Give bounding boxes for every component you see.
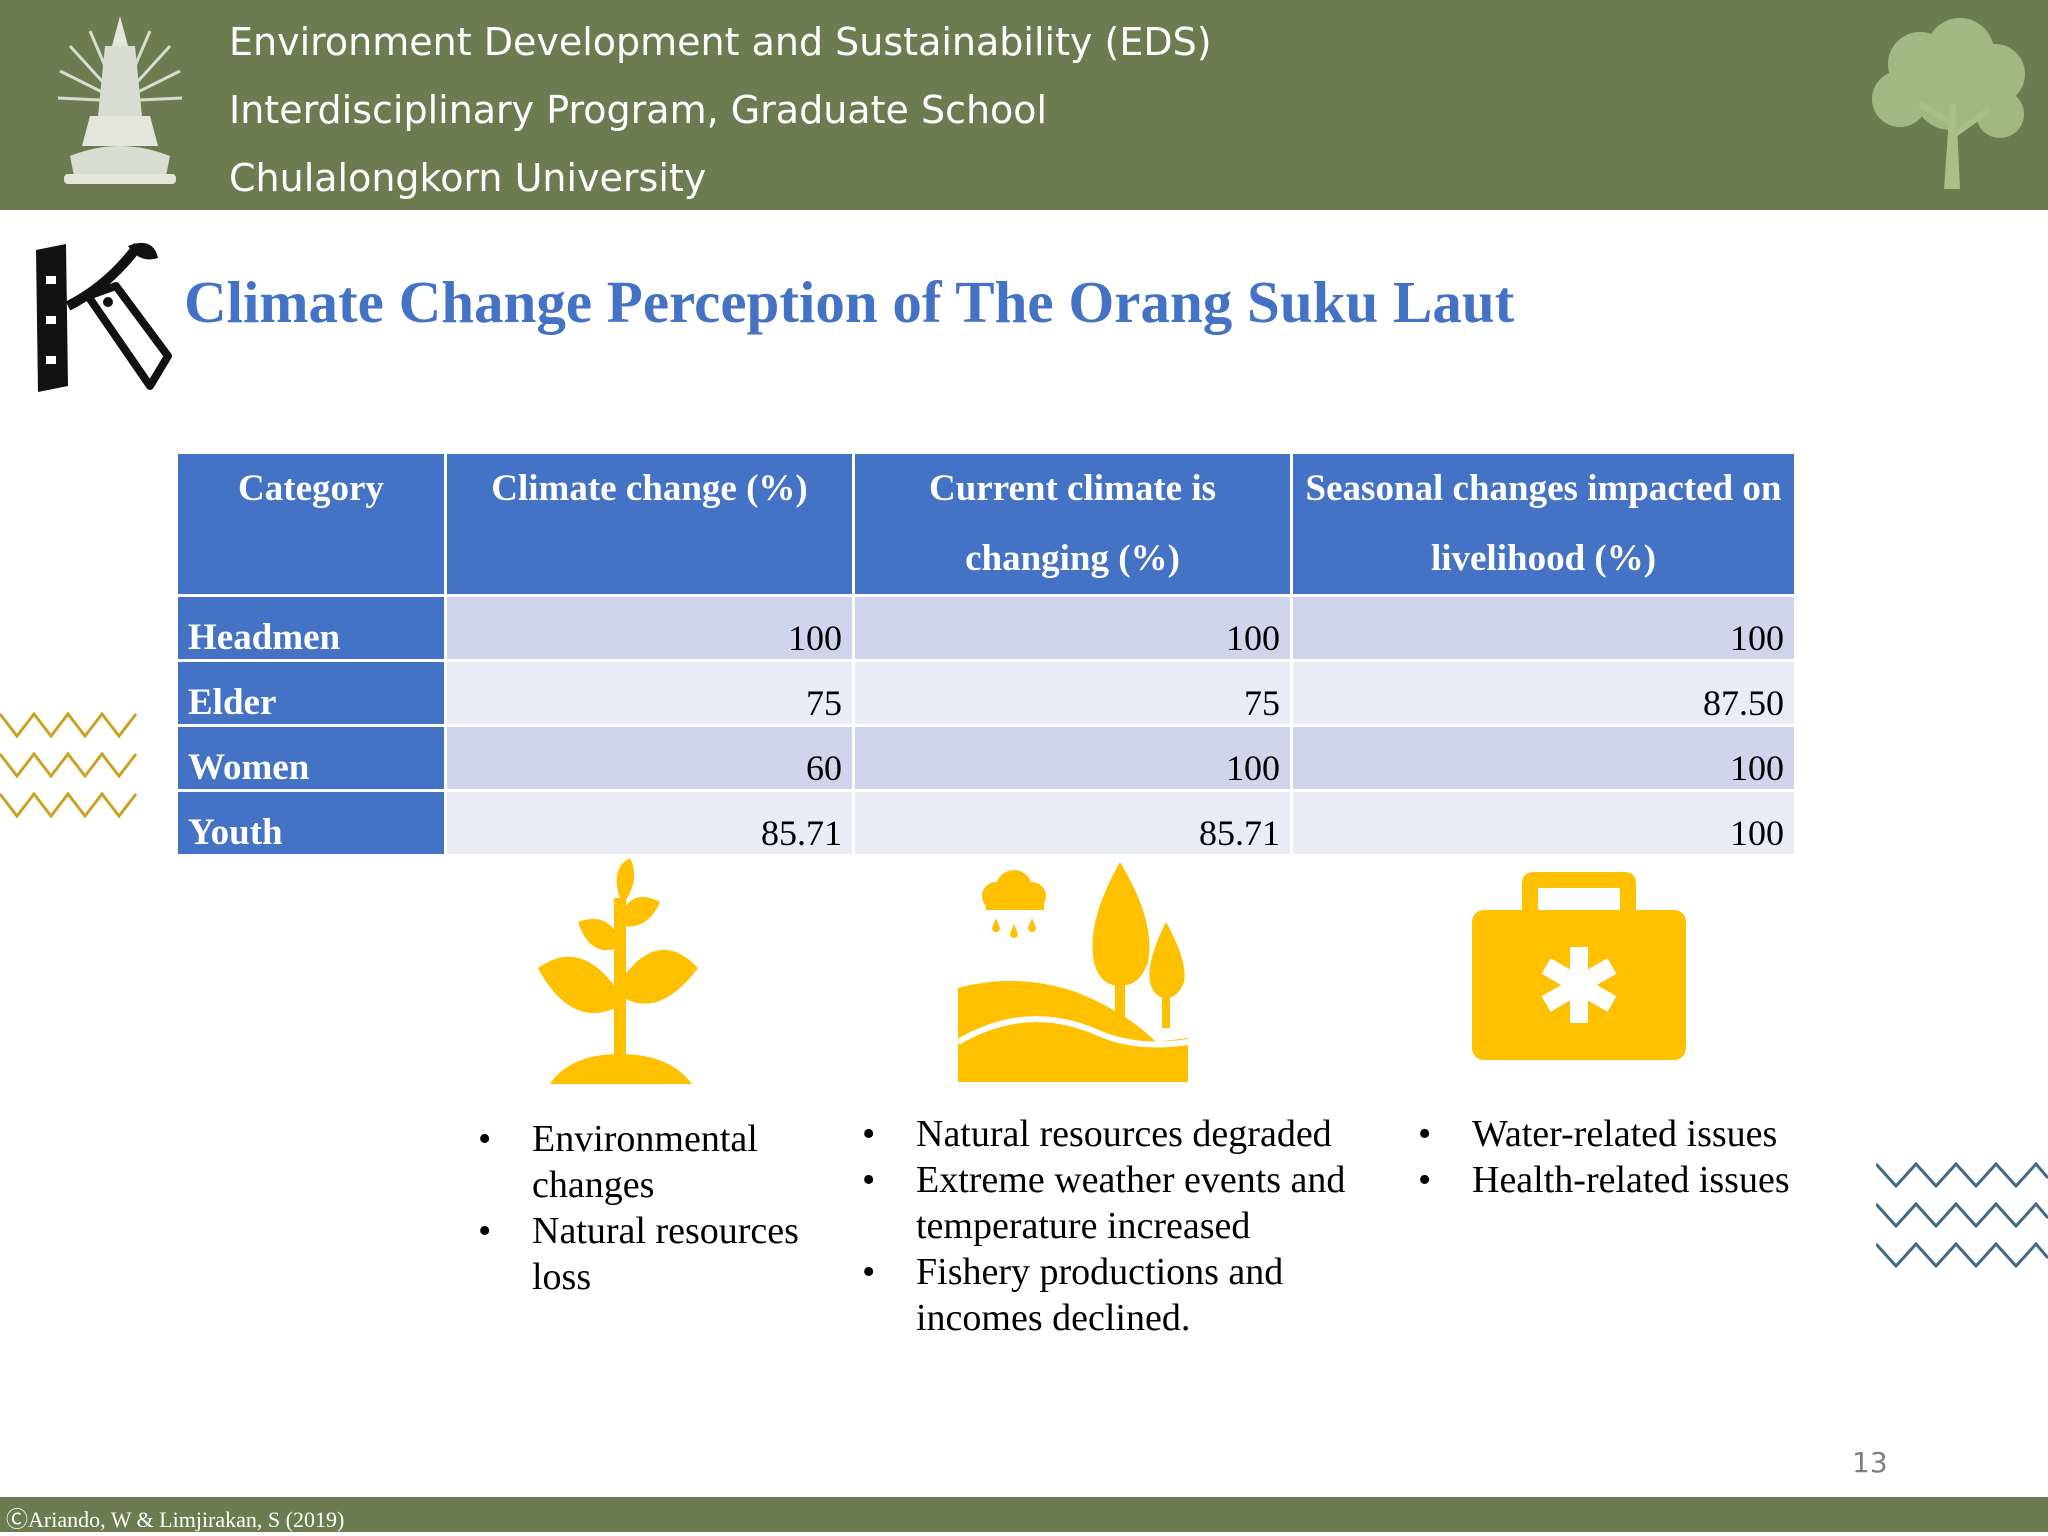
header-current-changing: Current climate is changing (%) bbox=[855, 454, 1290, 594]
list-item: Natural resources degraded bbox=[862, 1111, 1362, 1157]
list-item: Environmental changes bbox=[478, 1116, 838, 1208]
footer-band bbox=[0, 1497, 2048, 1532]
first-aid-kit-icon bbox=[1472, 872, 1686, 1060]
header-band bbox=[0, 0, 2048, 210]
list-item: Natural resources loss bbox=[478, 1208, 838, 1300]
header-line-university: Chulalongkorn University bbox=[229, 156, 707, 200]
list-item: Water-related issues bbox=[1418, 1111, 1838, 1157]
list-item: Extreme weather events and temperature i… bbox=[862, 1157, 1362, 1249]
row-category: Elder bbox=[178, 662, 444, 724]
table-row: Women 60 100 100 bbox=[178, 727, 1794, 789]
bullet-list-resources: Natural resources degraded Extreme weath… bbox=[862, 1111, 1362, 1341]
page-number: 13 bbox=[1852, 1446, 1888, 1479]
landscape-icon bbox=[956, 862, 1188, 1082]
table-row: Youth 85.71 85.71 100 bbox=[178, 792, 1794, 854]
cell-climate-change: 85.71 bbox=[447, 792, 852, 854]
table-header-row: Category Climate change (%) Current clim… bbox=[178, 454, 1794, 594]
cell-seasonal-impact: 100 bbox=[1293, 792, 1794, 854]
zigzag-right-icon bbox=[1876, 1161, 2048, 1269]
table-row: Elder 75 75 87.50 bbox=[178, 662, 1794, 724]
row-category: Youth bbox=[178, 792, 444, 854]
header-line-program: Environment Development and Sustainabili… bbox=[229, 20, 1212, 64]
header-climate-change: Climate change (%) bbox=[447, 454, 852, 594]
cell-climate-change: 100 bbox=[447, 597, 852, 659]
footer-copyright: ⒸAriando, W & Limjirakan, S (2019) bbox=[6, 1507, 345, 1532]
header-seasonal-impact: Seasonal changes impacted on livelihood … bbox=[1293, 454, 1794, 594]
cell-climate-change: 75 bbox=[447, 662, 852, 724]
header-category: Category bbox=[178, 454, 444, 594]
cell-climate-change: 60 bbox=[447, 727, 852, 789]
slide-title: Climate Change Perception of The Orang S… bbox=[184, 269, 1515, 335]
cell-current-changing: 100 bbox=[855, 727, 1290, 789]
cell-seasonal-impact: 87.50 bbox=[1293, 662, 1794, 724]
cell-current-changing: 100 bbox=[855, 597, 1290, 659]
cell-current-changing: 85.71 bbox=[855, 792, 1290, 854]
tree-icon bbox=[1872, 18, 2025, 189]
list-item: Fishery productions and incomes declined… bbox=[862, 1249, 1362, 1341]
cell-seasonal-impact: 100 bbox=[1293, 597, 1794, 659]
table-row: Headmen 100 100 100 bbox=[178, 597, 1794, 659]
row-category: Women bbox=[178, 727, 444, 789]
cell-seasonal-impact: 100 bbox=[1293, 727, 1794, 789]
perception-table: Category Climate change (%) Current clim… bbox=[175, 451, 1797, 857]
row-category: Headmen bbox=[178, 597, 444, 659]
bullet-list-issues: Water-related issues Health-related issu… bbox=[1418, 1111, 1838, 1203]
zigzag-left-icon bbox=[0, 712, 138, 819]
university-emblem-icon bbox=[57, 16, 183, 184]
cell-current-changing: 75 bbox=[855, 662, 1290, 724]
header-line-school: Interdisciplinary Program, Graduate Scho… bbox=[229, 88, 1048, 132]
list-item: Health-related issues bbox=[1418, 1157, 1838, 1203]
bullet-list-environment: Environmental changes Natural resources … bbox=[478, 1116, 838, 1300]
plant-icon bbox=[538, 858, 698, 1084]
k-logo-icon bbox=[36, 242, 172, 392]
